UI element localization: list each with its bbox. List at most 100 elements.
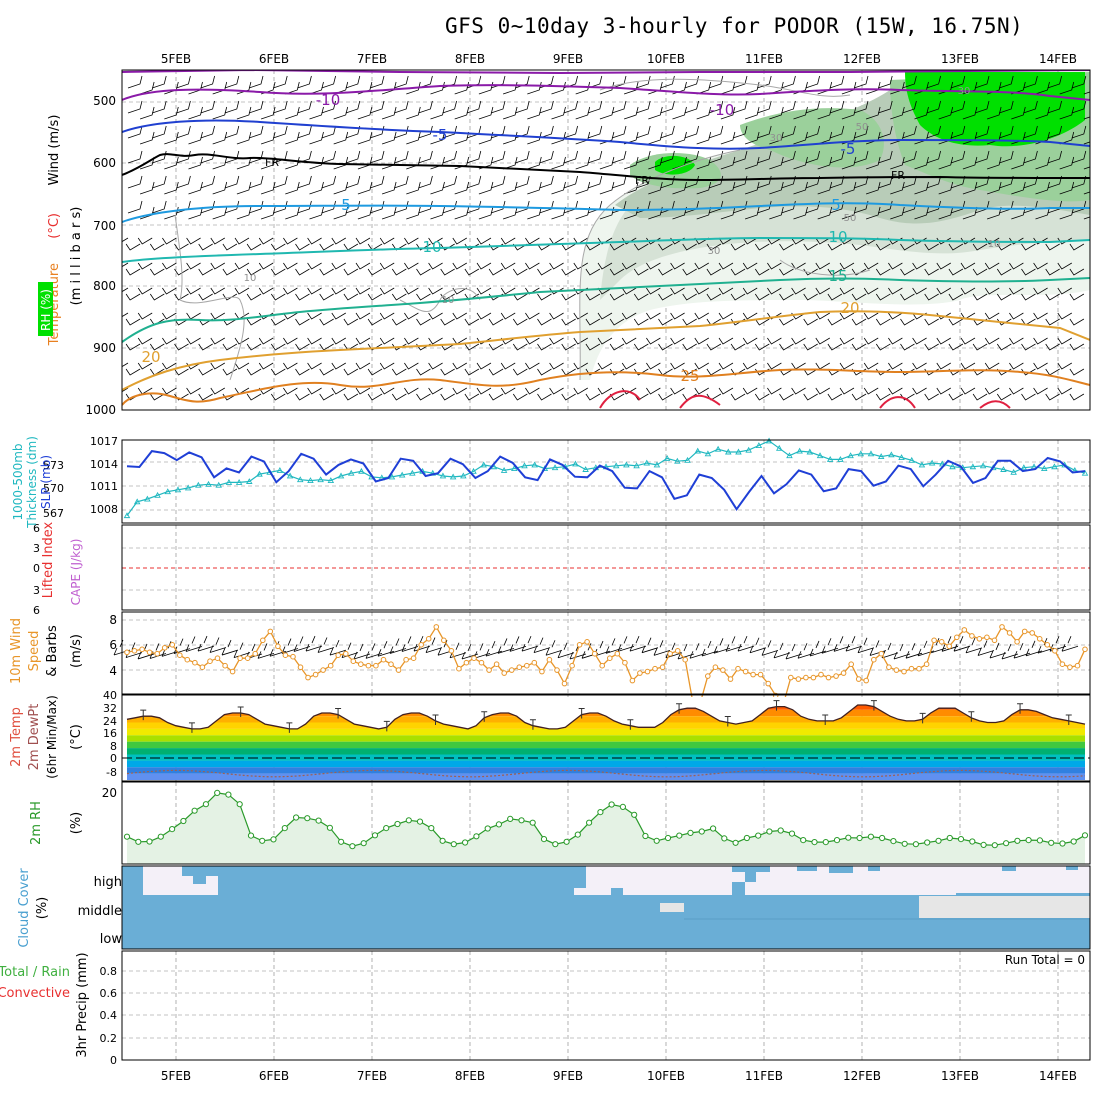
upper-barb [648,106,663,120]
thickness-point [1020,464,1028,471]
upper-barb [660,100,675,114]
upper-barb [924,243,939,251]
upper-barb [730,368,746,376]
upper-barb [260,181,276,195]
upper-barb [149,268,165,276]
upper-barb [186,337,201,345]
precip-tick: 0 [110,1054,117,1067]
upper-barb [186,387,201,395]
cloud-level-middle: middle [78,904,122,919]
run-total: Run Total = 0 [1005,953,1085,967]
temp-tick: -8 [106,766,117,779]
upper-barb [1045,293,1060,301]
upper-barb [1069,393,1085,401]
upper-barb [815,287,831,295]
wind10-point [1021,628,1028,635]
wind10-point [448,648,455,654]
upper-barb [890,206,905,220]
upper-barb [587,200,603,214]
wind10-point [320,667,326,673]
upper-barb [440,243,455,251]
rh2m-point [991,842,998,849]
wind10-point [501,670,508,676]
upper-barb [646,387,661,395]
upper-barb [309,181,324,195]
wind10-barb [365,643,383,659]
wind10-point [644,668,651,675]
upper-barb [878,175,893,189]
upper-barb [888,362,903,370]
temp-band [127,760,1085,768]
upper-barb [122,312,129,318]
rh2m-point [867,833,875,840]
upper-barb [367,393,383,401]
temp2m-frame [121,694,1091,782]
upper-barb [996,393,1012,401]
precip-tick: 0.4 [100,1009,118,1022]
temp-minmax-bar [335,708,342,719]
isotherm-minus10 [122,84,1090,101]
upper-barb [404,287,419,295]
upper-barb [478,81,494,95]
upper-barb [984,312,1000,320]
upper-barb [515,150,530,164]
upper-barb [996,343,1012,351]
upper-barb [878,100,893,114]
upper-barb [839,312,855,320]
rh2m-point [214,789,221,797]
upper-barb [1009,262,1024,270]
wind10-point [335,652,342,659]
upper-barb [561,268,576,276]
upper-barb [851,293,867,301]
upper-barb [307,387,322,395]
upper-barb [597,312,613,320]
upper-barb [212,156,228,170]
wind10-point [810,674,817,681]
upper-barb [283,262,298,270]
upper-barb [369,100,385,114]
upper-barb [525,312,540,320]
upper-barb [924,343,939,351]
wind10-point [184,656,191,663]
upper-barb [960,262,976,270]
upper-barb [1083,91,1090,95]
upper-barb [1021,368,1036,376]
thickness-point [235,478,243,485]
upper-barb [537,343,552,351]
wind10-barb [761,640,779,656]
slp-tick: 1017 [90,435,118,448]
upper-barb [137,287,153,295]
wind10-point [961,627,968,633]
upper-barb [781,100,796,114]
upper-barb [984,237,1000,245]
upper-barb [212,206,228,220]
upper-barb [744,156,760,170]
wind10-point [403,656,409,663]
date-label-bottom: 10FEB [647,1069,685,1083]
upper-barb [246,368,262,376]
upper-barb [551,81,566,95]
rh2m-point [259,837,266,844]
wind10-point [954,634,960,641]
li-tick: 0 [33,562,40,575]
upper-barb [307,362,322,370]
upper-barb [757,150,772,164]
upper-barb [827,318,843,326]
upper-barb [428,387,443,395]
temp-minmax-bar [919,712,926,724]
thickness-point [327,477,335,484]
upper-barb [319,243,334,251]
upper-barb [381,106,397,120]
upper-barb [537,368,552,376]
upper-barb [732,100,748,114]
rh2m-point [574,831,581,838]
thickness-point [918,461,926,468]
wind10-series [126,625,1086,706]
upper-barb [1009,337,1024,345]
upper-barb [512,343,528,351]
rh2m-point [822,839,829,846]
date-label-bottom: 11FEB [745,1069,783,1083]
temp2m-title-1: 2m Temp [9,707,24,767]
date-label-top: 12FEB [843,52,881,66]
upper-barb [708,100,724,114]
